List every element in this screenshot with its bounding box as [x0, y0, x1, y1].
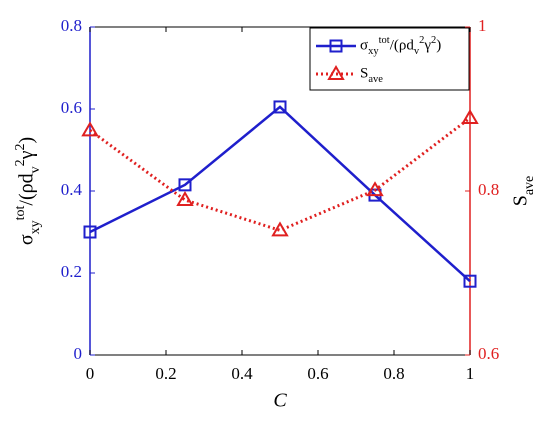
y2-axis-label: Save: [510, 176, 537, 207]
marker: [273, 100, 287, 114]
y2-tick-label: 0.6: [478, 344, 499, 363]
x-tick-label: 0.6: [307, 364, 328, 383]
y2-tick-label: 1: [478, 16, 487, 35]
y-tick-label: 0.4: [61, 180, 83, 199]
x-axis-label: C: [273, 390, 287, 412]
x-tick-label: 0: [86, 364, 95, 383]
legend-marker: [327, 65, 345, 80]
marker: [176, 191, 194, 207]
series-line: [89, 105, 471, 283]
y-tick-label: 0.6: [61, 98, 82, 117]
y-tick-label: 0.8: [61, 16, 82, 35]
marker: [463, 274, 477, 288]
marker: [271, 221, 289, 237]
marker: [366, 181, 384, 197]
x-tick-label: 0.4: [231, 364, 253, 383]
x-tick-label: 0.8: [383, 364, 404, 383]
y-axis-label: σxytot/(ρdv2γ2): [13, 137, 43, 245]
marker: [81, 121, 99, 137]
marker: [178, 178, 192, 192]
x-tick-label: 1: [466, 364, 475, 383]
legend-marker: [329, 39, 343, 53]
marker: [83, 225, 97, 239]
y-tick-label: 0: [74, 344, 83, 363]
series-line: [89, 116, 471, 232]
y2-tick-label: 0.8: [478, 180, 499, 199]
marker: [461, 109, 479, 125]
x-tick-label: 0.2: [155, 364, 176, 383]
y-tick-label: 0.2: [61, 262, 82, 281]
